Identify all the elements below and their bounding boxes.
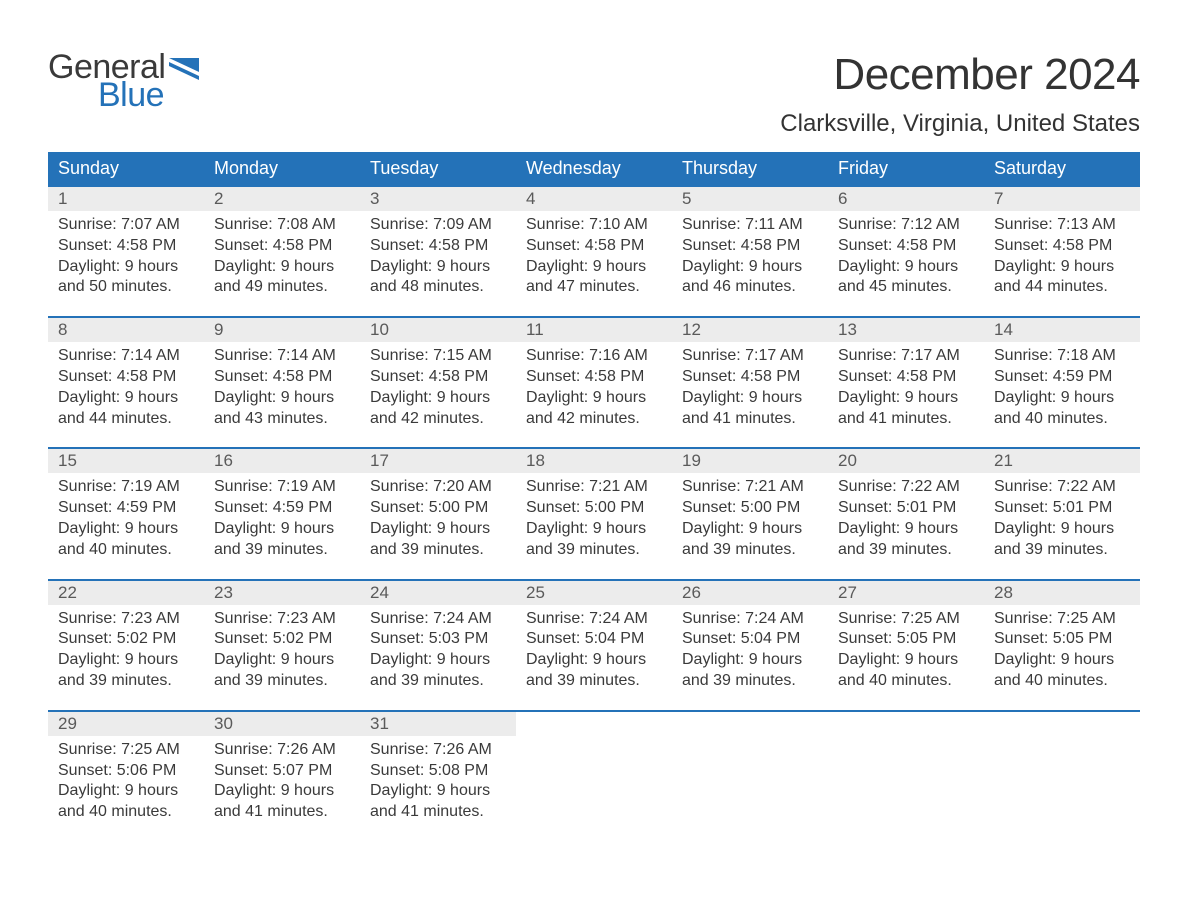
weekday-header: Friday [828,152,984,186]
weekday-header: Wednesday [516,152,672,186]
day-cell: Sunrise: 7:09 AMSunset: 4:58 PMDaylight:… [360,211,516,317]
day-number: 31 [360,711,516,736]
day-cell: Sunrise: 7:26 AMSunset: 5:07 PMDaylight:… [204,736,360,841]
day-number: 30 [204,711,360,736]
weekday-header: Monday [204,152,360,186]
day-number: 20 [828,448,984,473]
day-number: 2 [204,186,360,211]
day-number: 6 [828,186,984,211]
daynum-row: 293031 [48,711,1140,736]
day-cell: Sunrise: 7:24 AMSunset: 5:03 PMDaylight:… [360,605,516,711]
day-number: 3 [360,186,516,211]
day-number: 27 [828,580,984,605]
daynum-row: 15161718192021 [48,448,1140,473]
day-cell: Sunrise: 7:25 AMSunset: 5:05 PMDaylight:… [828,605,984,711]
day-cell: Sunrise: 7:19 AMSunset: 4:59 PMDaylight:… [48,473,204,579]
day-cell: Sunrise: 7:13 AMSunset: 4:58 PMDaylight:… [984,211,1140,317]
day-number: 14 [984,317,1140,342]
daynum-row: 1234567 [48,186,1140,211]
day-cell: Sunrise: 7:22 AMSunset: 5:01 PMDaylight:… [984,473,1140,579]
logo-blue-text: Blue [98,78,199,112]
day-cell: Sunrise: 7:17 AMSunset: 4:58 PMDaylight:… [828,342,984,448]
day-number: 10 [360,317,516,342]
daynum-row: 22232425262728 [48,580,1140,605]
weekday-header: Sunday [48,152,204,186]
empty-cell [672,736,828,841]
day-number: 19 [672,448,828,473]
day-cell: Sunrise: 7:25 AMSunset: 5:06 PMDaylight:… [48,736,204,841]
calendar-table: Sunday Monday Tuesday Wednesday Thursday… [48,152,1140,841]
day-number: 23 [204,580,360,605]
location-text: Clarksville, Virginia, United States [780,110,1140,138]
weekday-header: Saturday [984,152,1140,186]
day-cell: Sunrise: 7:15 AMSunset: 4:58 PMDaylight:… [360,342,516,448]
empty-cell [828,736,984,841]
day-number: 15 [48,448,204,473]
day-number: 12 [672,317,828,342]
day-cell: Sunrise: 7:18 AMSunset: 4:59 PMDaylight:… [984,342,1140,448]
day-number: 22 [48,580,204,605]
data-row: Sunrise: 7:07 AMSunset: 4:58 PMDaylight:… [48,211,1140,317]
day-cell: Sunrise: 7:11 AMSunset: 4:58 PMDaylight:… [672,211,828,317]
weekday-header-row: Sunday Monday Tuesday Wednesday Thursday… [48,152,1140,186]
day-number: 24 [360,580,516,605]
day-number: 18 [516,448,672,473]
title-block: December 2024 Clarksville, Virginia, Uni… [780,50,1140,138]
data-row: Sunrise: 7:19 AMSunset: 4:59 PMDaylight:… [48,473,1140,579]
empty-cell [984,736,1140,841]
day-cell: Sunrise: 7:23 AMSunset: 5:02 PMDaylight:… [204,605,360,711]
day-cell: Sunrise: 7:12 AMSunset: 4:58 PMDaylight:… [828,211,984,317]
flag-icon [169,58,199,80]
day-cell: Sunrise: 7:20 AMSunset: 5:00 PMDaylight:… [360,473,516,579]
day-cell: Sunrise: 7:16 AMSunset: 4:58 PMDaylight:… [516,342,672,448]
day-cell: Sunrise: 7:26 AMSunset: 5:08 PMDaylight:… [360,736,516,841]
weekday-header: Tuesday [360,152,516,186]
empty-cell [828,711,984,736]
day-cell: Sunrise: 7:24 AMSunset: 5:04 PMDaylight:… [516,605,672,711]
empty-cell [516,711,672,736]
day-cell: Sunrise: 7:24 AMSunset: 5:04 PMDaylight:… [672,605,828,711]
weekday-header: Thursday [672,152,828,186]
day-number: 16 [204,448,360,473]
day-cell: Sunrise: 7:14 AMSunset: 4:58 PMDaylight:… [48,342,204,448]
day-number: 28 [984,580,1140,605]
day-number: 26 [672,580,828,605]
day-number: 5 [672,186,828,211]
day-cell: Sunrise: 7:25 AMSunset: 5:05 PMDaylight:… [984,605,1140,711]
header: General Blue December 2024 Clarksville, … [48,50,1140,138]
day-cell: Sunrise: 7:08 AMSunset: 4:58 PMDaylight:… [204,211,360,317]
day-cell: Sunrise: 7:07 AMSunset: 4:58 PMDaylight:… [48,211,204,317]
day-cell: Sunrise: 7:14 AMSunset: 4:58 PMDaylight:… [204,342,360,448]
daynum-row: 891011121314 [48,317,1140,342]
day-number: 13 [828,317,984,342]
day-cell: Sunrise: 7:17 AMSunset: 4:58 PMDaylight:… [672,342,828,448]
day-number: 21 [984,448,1140,473]
day-number: 1 [48,186,204,211]
day-cell: Sunrise: 7:22 AMSunset: 5:01 PMDaylight:… [828,473,984,579]
month-title: December 2024 [780,50,1140,100]
day-number: 7 [984,186,1140,211]
day-cell: Sunrise: 7:10 AMSunset: 4:58 PMDaylight:… [516,211,672,317]
day-number: 17 [360,448,516,473]
data-row: Sunrise: 7:25 AMSunset: 5:06 PMDaylight:… [48,736,1140,841]
data-row: Sunrise: 7:23 AMSunset: 5:02 PMDaylight:… [48,605,1140,711]
empty-cell [984,711,1140,736]
empty-cell [516,736,672,841]
day-cell: Sunrise: 7:21 AMSunset: 5:00 PMDaylight:… [672,473,828,579]
day-cell: Sunrise: 7:19 AMSunset: 4:59 PMDaylight:… [204,473,360,579]
day-number: 8 [48,317,204,342]
day-cell: Sunrise: 7:23 AMSunset: 5:02 PMDaylight:… [48,605,204,711]
day-number: 25 [516,580,672,605]
day-number: 9 [204,317,360,342]
day-number: 4 [516,186,672,211]
logo: General Blue [48,50,199,112]
data-row: Sunrise: 7:14 AMSunset: 4:58 PMDaylight:… [48,342,1140,448]
empty-cell [672,711,828,736]
day-cell: Sunrise: 7:21 AMSunset: 5:00 PMDaylight:… [516,473,672,579]
day-number: 29 [48,711,204,736]
day-number: 11 [516,317,672,342]
